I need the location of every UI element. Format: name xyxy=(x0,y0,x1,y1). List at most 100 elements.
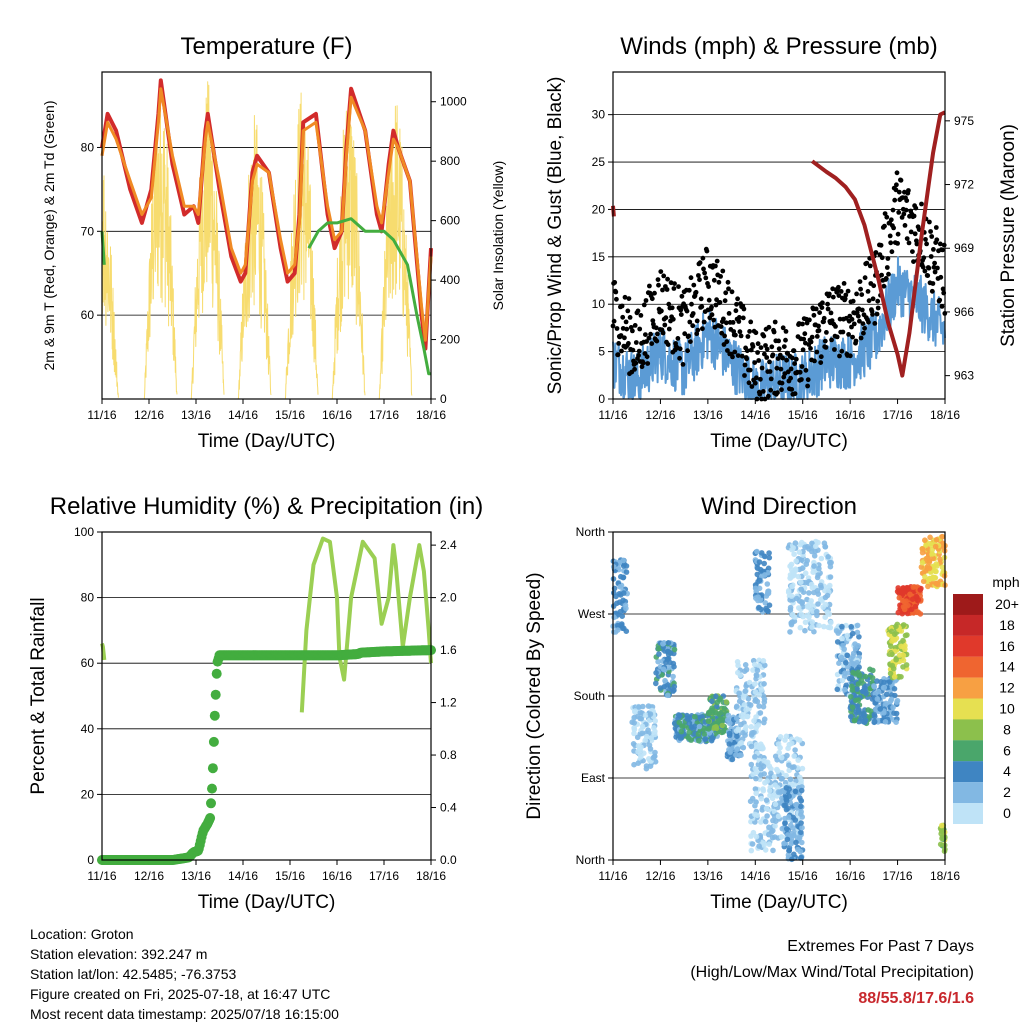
gust-point xyxy=(643,298,649,303)
gust-point xyxy=(882,211,888,217)
chart-title: Temperature (F) xyxy=(180,33,352,60)
direction-point xyxy=(740,694,747,700)
gust-point xyxy=(740,315,746,321)
gust-point xyxy=(789,355,795,361)
direction-point xyxy=(614,622,621,629)
gust-point xyxy=(843,315,849,321)
gust-point xyxy=(619,348,624,354)
direction-point xyxy=(747,702,754,708)
direction-point xyxy=(930,555,936,562)
direction-point xyxy=(809,624,815,630)
x-tick-label: 14/16 xyxy=(228,869,258,883)
direction-point xyxy=(635,743,642,749)
direction-point xyxy=(850,669,856,676)
direction-point xyxy=(814,588,821,594)
legend-swatch xyxy=(953,719,983,741)
gust-point xyxy=(745,334,751,339)
legend-label: 6 xyxy=(1003,742,1011,758)
gust-point xyxy=(702,270,707,276)
gust-point xyxy=(741,306,747,312)
direction-point xyxy=(748,724,754,730)
y-right-axis-label: Solar Insolation (Yellow) xyxy=(490,161,506,311)
direction-point xyxy=(858,677,865,683)
gust-point xyxy=(694,331,700,337)
gust-point xyxy=(932,269,938,275)
direction-point xyxy=(796,605,802,611)
direction-points xyxy=(610,533,948,863)
direction-point xyxy=(827,574,834,580)
direction-point xyxy=(671,683,678,690)
y-tick-label: 60 xyxy=(81,656,95,670)
direction-point xyxy=(888,696,895,703)
gust-point xyxy=(842,296,848,302)
y-right-tick-label: 975 xyxy=(954,114,974,128)
y-right-tick-label: 1000 xyxy=(440,95,467,109)
direction-point xyxy=(797,624,804,631)
y-right-tick-label: 0.4 xyxy=(440,801,457,815)
plot-border xyxy=(101,531,432,861)
gust-point xyxy=(646,335,652,341)
gust-point xyxy=(829,337,834,343)
direction-point xyxy=(671,646,678,653)
direction-point xyxy=(835,630,841,636)
direction-point xyxy=(713,693,719,700)
direction-point xyxy=(816,565,822,572)
x-tick-label: 12/16 xyxy=(134,408,164,422)
dewpoint-series xyxy=(307,217,431,376)
y-tick-label: East xyxy=(581,771,606,785)
gust-point xyxy=(641,302,647,308)
direction-point xyxy=(686,720,693,726)
gust-point xyxy=(640,360,646,366)
x-tick-label: 13/16 xyxy=(181,869,211,883)
direction-point xyxy=(784,836,791,843)
precip-point xyxy=(205,813,216,823)
gust-point xyxy=(814,334,820,339)
gust-point xyxy=(630,328,635,334)
gust-point xyxy=(650,318,656,323)
direction-point xyxy=(762,600,769,606)
direction-point xyxy=(713,724,719,730)
direction-point xyxy=(763,593,770,599)
gust-point xyxy=(774,365,780,371)
direction-point xyxy=(758,550,765,556)
direction-point xyxy=(787,776,794,783)
direction-point xyxy=(752,585,759,592)
legend-swatch xyxy=(953,803,983,824)
gust-point xyxy=(792,361,797,366)
gust-point xyxy=(903,207,909,213)
gust-point xyxy=(619,303,625,309)
direction-point xyxy=(665,664,672,671)
direction-point xyxy=(772,782,778,788)
gust-point xyxy=(680,362,686,367)
direction-point xyxy=(798,611,805,618)
direction-point xyxy=(877,706,883,712)
gust-point xyxy=(889,249,895,255)
direction-point xyxy=(678,733,685,740)
gust-point xyxy=(633,360,639,366)
direction-point xyxy=(741,702,748,708)
precip-point xyxy=(210,689,221,700)
y-right-tick-label: 800 xyxy=(440,154,460,168)
direction-point xyxy=(900,652,907,659)
direction-point xyxy=(783,772,789,779)
gust-point xyxy=(929,288,935,294)
direction-point xyxy=(793,839,799,846)
gust-point xyxy=(625,308,631,314)
rh-series xyxy=(299,536,433,713)
direction-point xyxy=(639,723,646,730)
gust-point xyxy=(688,275,694,281)
gust-point xyxy=(658,269,664,274)
direction-point xyxy=(763,797,770,803)
direction-point xyxy=(638,715,645,722)
direction-point xyxy=(775,741,782,747)
gust-point xyxy=(624,326,630,332)
gust-point xyxy=(938,274,944,280)
direction-point xyxy=(811,553,818,559)
direction-point xyxy=(745,695,752,702)
direction-point xyxy=(903,662,910,668)
gust-point xyxy=(664,287,670,292)
direction-point xyxy=(803,612,810,619)
direction-point xyxy=(856,718,862,725)
gust-point xyxy=(818,354,824,360)
gust-point xyxy=(759,365,765,371)
